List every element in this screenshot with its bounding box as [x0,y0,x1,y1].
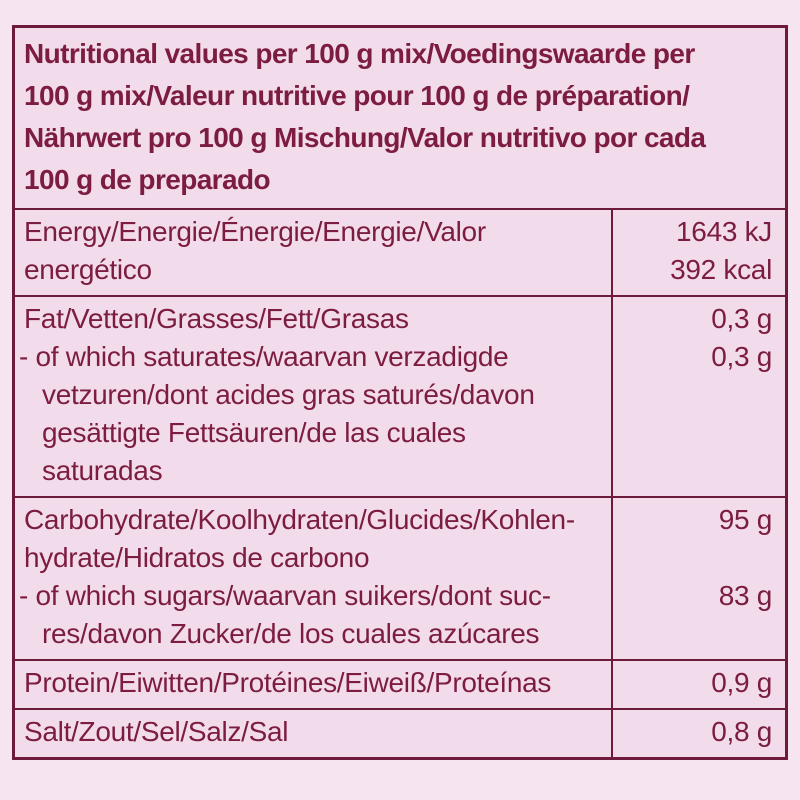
nutrient-label-line: vetzuren/dont acides gras saturés/davon [42,379,535,410]
nutrient-value-cell: 0,3 g 0,3 g [611,297,785,496]
nutrient-label-cell: Carbohydrate/Koolhydraten/Glucides/Kohle… [15,498,611,659]
nutrient-value: 0,8 g [711,716,772,747]
nutrient-label-line: - of which sugars/waarvan suikers/dont s… [19,580,551,611]
row-salt: Salt/Zout/Sel/Salz/Sal 0,8 g [15,708,785,757]
nutrient-value-spacer [613,452,772,490]
nutrient-value: 0,9 g [711,667,772,698]
row-fat: Fat/Vetten/Grasses/Fett/Grasas - of which… [15,295,785,496]
row-energy: Energy/Energie/Énergie/Energie/Valor ener… [15,208,785,295]
table-title-line: Nutritional values per 100 g mix/Voeding… [24,38,695,69]
nutrient-value-cell: 95 g 83 g [611,498,785,659]
nutrient-label-cell: Energy/Energie/Énergie/Energie/Valor ener… [15,210,611,295]
nutrient-label-line: res/davon Zucker/de los cuales azúcares [42,618,540,649]
nutrient-value: 95 g [718,504,773,535]
nutrient-label-line: gesättigte Fettsäuren/de las cuales [42,417,466,448]
nutrient-value: 1643 kJ [676,216,772,247]
nutrient-value: 0,3 g [711,303,772,334]
nutrient-label-line: Salt/Zout/Sel/Salz/Sal [24,716,289,747]
nutrient-value-cell: 0,9 g [611,661,785,708]
nutrient-value-spacer [613,376,772,414]
nutrient-value: 83 g [718,580,773,611]
nutrient-value-cell: 0,8 g [611,710,785,757]
row-carbohydrate: Carbohydrate/Koolhydraten/Glucides/Kohle… [15,496,785,659]
nutrient-label-line: Energy/Energie/Énergie/Energie/Valor [24,216,486,247]
nutrient-value: 0,3 g [711,341,772,372]
nutrient-value-spacer [613,539,772,577]
row-protein: Protein/Eiwitten/Protéines/Eiweiß/Proteí… [15,659,785,708]
nutrient-label-line: Carbohydrate/Koolhydraten/Glucides/Kohle… [24,504,575,535]
nutrient-value-spacer [613,615,772,653]
table-title-line: 100 g mix/Valeur nutritive pour 100 g de… [24,80,690,111]
nutrient-label-line: saturadas [42,455,163,486]
nutrient-label-line: hydrate/Hidratos de carbono [24,542,370,573]
nutrient-label-line: Protein/Eiwitten/Protéines/Eiweiß/Proteí… [24,667,552,698]
nutrient-value: 392 kcal [670,254,772,285]
nutrient-label-line: Fat/Vetten/Grasses/Fett/Grasas [24,303,409,334]
nutrient-label-cell: Salt/Zout/Sel/Salz/Sal [15,710,611,757]
nutrient-value-spacer [613,414,772,452]
nutrient-value-cell: 1643 kJ 392 kcal [611,210,785,295]
nutrient-label-line: - of which saturates/waarvan verzadigde [19,341,509,372]
nutrient-label-cell: Fat/Vetten/Grasses/Fett/Grasas - of which… [15,297,611,496]
table-header: Nutritional values per 100 g mix/Voeding… [15,28,785,208]
table-title-line: 100 g de preparado [24,164,271,195]
nutrition-rows: Energy/Energie/Énergie/Energie/Valor ener… [15,208,785,757]
nutrient-label-cell: Protein/Eiwitten/Protéines/Eiweiß/Proteí… [15,661,611,708]
nutrition-table: Nutritional values per 100 g mix/Voeding… [12,25,788,760]
nutrient-label-line: energético [24,254,152,285]
table-title-line: Nährwert pro 100 g Mischung/Valor nutrit… [24,122,706,153]
